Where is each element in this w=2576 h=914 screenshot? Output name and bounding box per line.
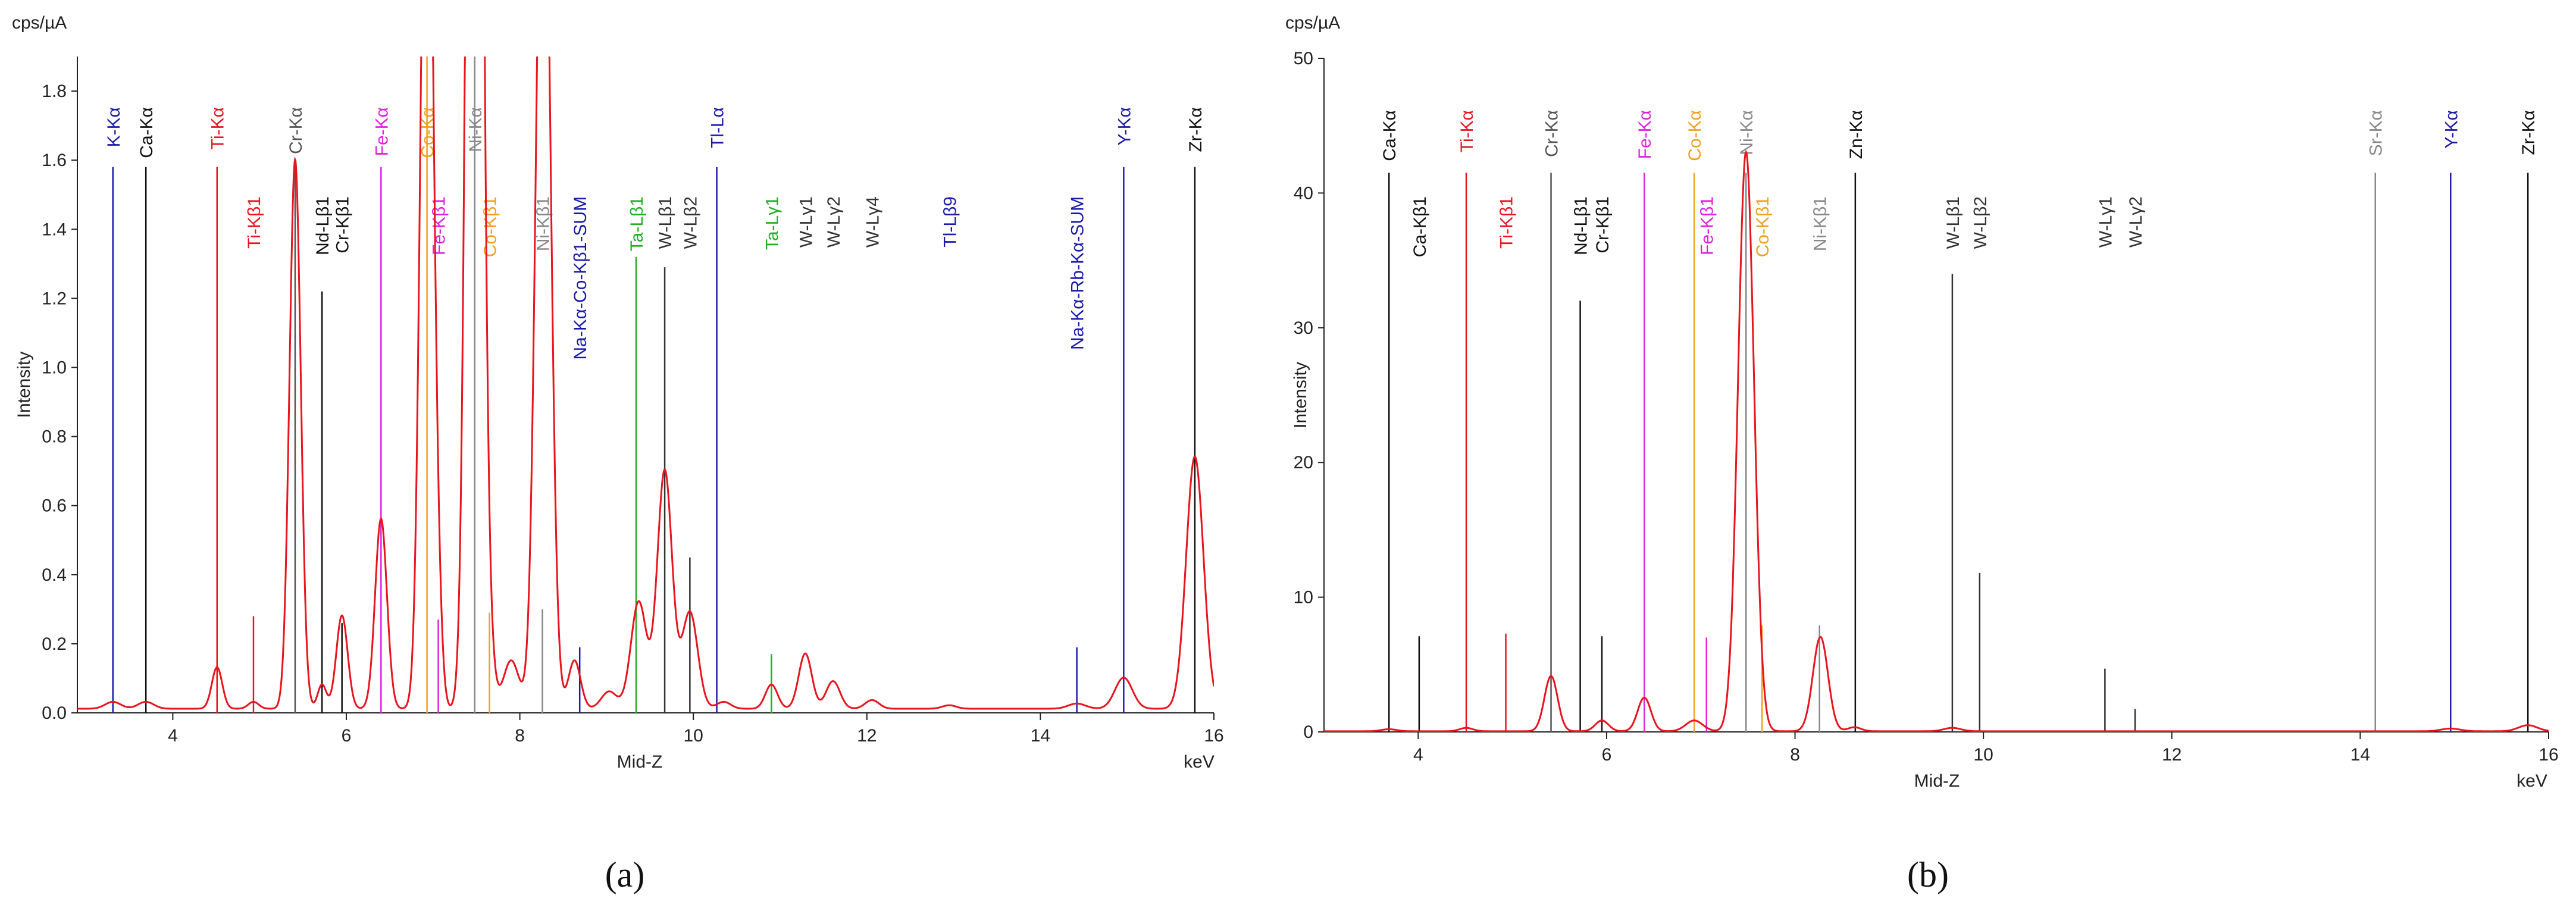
marker-label: Ta-Lγ1 xyxy=(762,196,782,250)
x-tick-label: 12 xyxy=(2162,745,2181,765)
x-tick-label: 14 xyxy=(1031,726,1050,746)
y-tick-label: 1.0 xyxy=(42,358,67,377)
marker-label: Fe-Kβ1 xyxy=(430,196,449,255)
x-tick-label: 14 xyxy=(2350,745,2370,765)
marker-lines xyxy=(112,57,1196,713)
marker-label: Fe-Kα xyxy=(372,107,392,156)
chart-panel-a: 0.0 0.2 0.4 0.6 0.8 1.0 1.2 1.4 1.6 1.8 4 6 8 10 12 14 1… xyxy=(12,13,1224,894)
x-tick-label: 10 xyxy=(1973,745,1993,765)
marker-label: Co-Kβ1 xyxy=(1753,196,1773,257)
x-axis-unit: keV xyxy=(2516,771,2547,791)
x-tick-label: 4 xyxy=(168,726,178,746)
y-tick-label: 30 xyxy=(1294,318,1313,338)
marker-label: Co-Kα xyxy=(1685,110,1705,161)
marker-label: Cr-Kβ1 xyxy=(1593,196,1613,253)
y-tick-label: 50 xyxy=(1294,49,1313,68)
marker-lines xyxy=(1388,173,2529,732)
x-tick-label: 12 xyxy=(857,726,877,746)
marker-label: Na-Kα-Co-Kβ1-SUM xyxy=(571,196,590,360)
marker-label: Ca-Kβ1 xyxy=(1410,196,1430,257)
marker-label: Ca-Kα xyxy=(1380,110,1400,161)
marker-label: Ti-Kβ1 xyxy=(1497,196,1517,249)
x-tick-label: 6 xyxy=(342,726,352,746)
x-tick-label: 4 xyxy=(1413,745,1423,765)
marker-label: Ni-Kβ1 xyxy=(533,196,553,251)
y-tick-label: 0.8 xyxy=(42,427,67,447)
y-tick-label: 0.4 xyxy=(42,565,67,585)
marker-label: Nd-Lβ1 xyxy=(1572,196,1591,255)
marker-label: W-Lγ1 xyxy=(796,196,816,248)
y-tick-label: 0.2 xyxy=(42,634,67,654)
panel-caption: (b) xyxy=(1907,855,1949,894)
spectrum-line xyxy=(77,57,1214,710)
chart-panel-b: 0 10 20 30 40 50 4 6 8 10 12 14 16 cps/µA Mid-Z keV Inte… xyxy=(1285,13,2559,894)
marker-label: W-Lγ1 xyxy=(2096,196,2115,248)
x-tick-label: 8 xyxy=(515,726,525,746)
y-tick-label: 0 xyxy=(1303,722,1313,742)
x-axis-title: Mid-Z xyxy=(617,752,663,772)
spectrum-line xyxy=(1324,149,2549,732)
x-axis-unit: keV xyxy=(1184,752,1215,772)
marker-label: Sr-Kα xyxy=(2367,110,2386,156)
y-tick-label: 0.0 xyxy=(42,703,67,723)
marker-label: Cr-Kα xyxy=(1542,110,1562,157)
unit-label: cps/µA xyxy=(12,13,67,33)
marker-label: W-Lβ1 xyxy=(1943,196,1963,249)
y-tick-label: 10 xyxy=(1294,588,1313,608)
y-axis-title: Intensity xyxy=(1291,362,1310,428)
marker-label: Na-Kα-Rb-Kα-SUM xyxy=(1068,196,1088,350)
y-tick-label: 20 xyxy=(1294,453,1313,472)
y-tick-label: 0.6 xyxy=(42,496,67,516)
marker-label: Fe-Kβ1 xyxy=(1698,196,1717,255)
marker-label: Ta-Lβ1 xyxy=(627,196,647,251)
marker-label: Ni-Kα xyxy=(1737,110,1757,155)
marker-label: Tl-Lα xyxy=(708,107,728,148)
x-tick-label: 8 xyxy=(1790,745,1800,765)
marker-label: Tl-Lβ9 xyxy=(940,196,960,248)
marker-label: Y-Kα xyxy=(1115,107,1134,146)
marker-label: W-Lγ2 xyxy=(2126,196,2146,248)
x-tick-label: 16 xyxy=(1204,726,1223,746)
y-tick-label: 40 xyxy=(1294,183,1313,203)
marker-label: W-Lγ2 xyxy=(824,196,844,248)
marker-label: Cr-Kα xyxy=(286,107,306,154)
marker-label: W-Lβ2 xyxy=(1971,196,1990,249)
marker-label: Ti-Kα xyxy=(208,107,228,149)
marker-label: K-Kα xyxy=(104,107,124,147)
y-axis-title: Intensity xyxy=(14,352,34,418)
y-tick-label: 1.6 xyxy=(42,151,67,170)
marker-label: W-Lγ4 xyxy=(863,196,883,248)
x-tick-label: 6 xyxy=(1602,745,1612,765)
panel-caption: (a) xyxy=(605,855,645,894)
y-tick-label: 1.2 xyxy=(42,289,67,308)
marker-label: Ca-Kα xyxy=(137,107,156,158)
marker-label: Nd-Lβ1 xyxy=(313,196,333,255)
unit-label: cps/µA xyxy=(1285,13,1340,33)
marker-label: Ti-Kα xyxy=(1457,110,1477,152)
marker-label: Zn-Kα xyxy=(1846,110,1866,159)
marker-label: Ti-Kβ1 xyxy=(245,196,264,249)
marker-label: Fe-Kα xyxy=(1635,110,1655,159)
marker-label: Co-Kβ1 xyxy=(481,196,500,257)
x-tick-label: 16 xyxy=(2539,745,2558,765)
marker-label: W-Lβ1 xyxy=(656,196,675,249)
marker-label: Zr-Kα xyxy=(1186,107,1206,152)
marker-label: Y-Kα xyxy=(2442,110,2461,149)
marker-label: Ni-Kβ1 xyxy=(1811,196,1830,251)
x-axis-title: Mid-Z xyxy=(1914,771,1960,791)
y-tick-label: 1.8 xyxy=(42,82,67,101)
x-tick-label: 10 xyxy=(684,726,703,746)
y-tick-label: 1.4 xyxy=(42,220,67,239)
marker-label: Ni-Kα xyxy=(466,107,486,152)
marker-label: Cr-Kβ1 xyxy=(333,196,353,253)
marker-label: W-Lβ2 xyxy=(681,196,700,249)
marker-label: Zr-Kα xyxy=(2519,110,2539,155)
